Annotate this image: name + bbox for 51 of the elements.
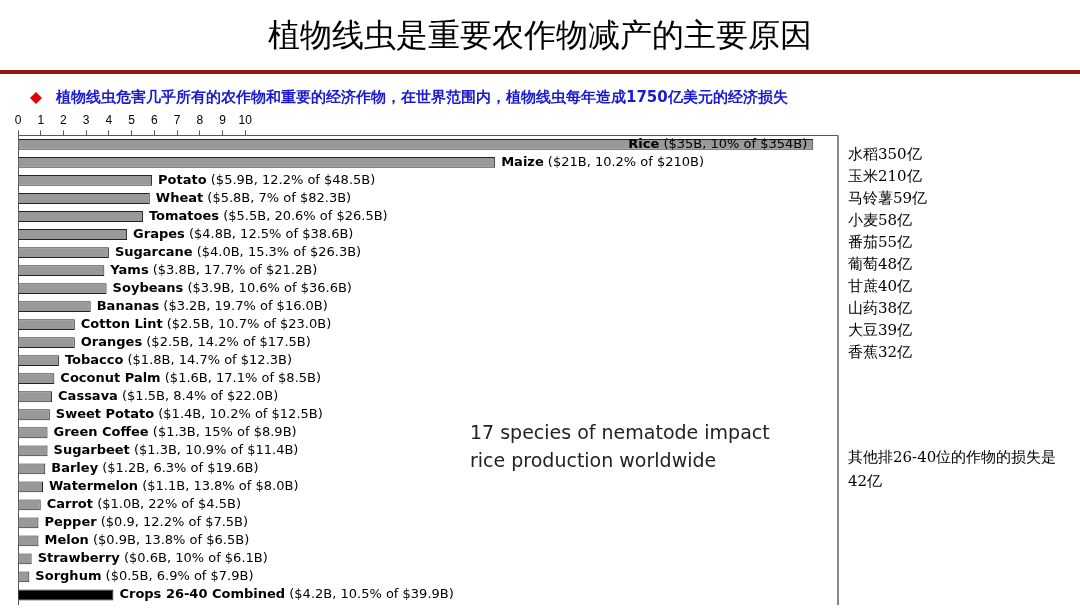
x-tick-label: 5 [128,112,136,127]
y-tick-label: Melon ($0.9B, 13.8% of $6.5B) [44,532,250,548]
x-tick-label: 1 [37,112,45,127]
y-tick-label: Wheat ($5.8B, 7% of $82.3B) [155,189,352,205]
y-tick-label: Potato ($5.9B, 12.2% of $48.5B) [158,171,376,187]
y-tick-label: Soybeans ($3.9B, 10.6% of $36.6B) [112,279,352,295]
text: 葡萄48亿 [848,254,914,275]
x-tick-label: 4 [105,112,113,127]
y-tick-label: Carrot ($1.0B, 22% of $4.5B) [46,496,241,512]
y-tick-label: Tomatoes ($5.5B, 20.6% of $26.5B) [148,207,388,223]
y-tick-label: Sweet Potato ($1.4B, 10.2% of $12.5B) [55,406,323,422]
annotation: 17 species of nematode impact rice production worldwide [470,420,771,473]
text: 香蕉32亿 [848,342,914,363]
x-tick-label: 9 [219,112,227,127]
text: 马铃薯59亿 [848,188,928,209]
y-tick-label: Rice ($35B, 10% of $354B) [628,135,808,151]
chart-title: 植物线虫是重要农作物减产的主要原因 [267,15,813,56]
y-tick-label: Oranges ($2.5B, 14.2% of $17.5B) [80,334,311,350]
x-tick-label: 8 [196,112,204,127]
y-tick-label: Green Coffee ($1.3B, 15% of $8.9B) [53,424,297,440]
y-tick-label: Barley ($1.2B, 6.3% of $19.6B) [51,460,259,476]
y-tick-label: Watermelon ($1.1B, 13.8% of $8.0B) [48,478,299,494]
y-tick-label: Crops 26-40 Combined ($4.2B, 10.5% of $39.9B) [119,586,454,602]
text: 大豆39亿 [848,320,914,341]
x-tick-label: 6 [150,112,158,127]
y-tick-label: Pepper ($0.9, 12.2% of $7.5B) [44,514,249,530]
y-tick-label: Bananas ($3.2B, 19.7% of $16.0B) [96,297,328,313]
x-tick-label: 10 [238,112,253,127]
x-tick-label: 3 [82,112,90,127]
x-tick-label: 2 [60,112,68,127]
chart-subtitle: 植物线虫危害几乎所有的农作物和重要的经济作物，在世界范围内，植物线虫每年造成1750亿美元的经济损失 [56,88,788,107]
y-tick-label: Cotton Lint ($2.5B, 10.7% of $23.0B) [80,316,332,332]
text: 小麦58亿 [848,210,914,231]
y-tick-label: Coconut Palm ($1.6B, 17.1% of $8.5B) [60,370,322,386]
y-tick-label: Cassava ($1.5B, 8.4% of $22.0B) [58,388,279,404]
y-tick-label: Sorghum ($0.5B, 6.9% of $7.9B) [35,568,254,584]
y-tick-label: Grapes ($4.8B, 12.5% of $38.6B) [133,225,354,241]
y-tick-label: Sugarbeet ($1.3B, 10.9% of $11.4B) [53,442,299,458]
text: 水稻350亿 [848,144,923,165]
text: 甘蔗40亿 [848,276,914,297]
y-tick-label: Yams ($3.8B, 17.7% of $21.2B) [109,261,318,277]
text: 番茄55亿 [848,232,914,253]
y-tick-label: Tobacco ($1.8B, 14.7% of $12.3B) [64,352,293,368]
x-tick-label: 7 [173,112,181,127]
y-tick-label: Maize ($21B, 10.2% of $210B) [501,153,705,169]
text: 玉米210亿 [848,166,923,187]
y-tick-label: Sugarcane ($4.0B, 15.3% of $26.3B) [114,243,362,259]
text: 山药38亿 [848,298,914,319]
text: 其他排26-40位的作物的损失是42亿 [848,447,1058,492]
y-tick-label: Strawberry ($0.6B, 10% of $6.1B) [37,550,268,566]
x-tick-label: 0 [14,112,22,127]
